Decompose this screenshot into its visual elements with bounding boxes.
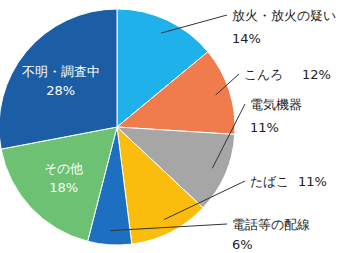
slice-name: たばこ — [250, 174, 289, 189]
slice-name: 電気機器 — [250, 97, 302, 112]
data-label: 11% — [298, 174, 327, 189]
labels: 放火・放火の疑い 14% こんろ 12%電気機器 11% たばこ 11% 電話等の配線 6% その… — [22, 8, 336, 252]
leader-line — [110, 224, 227, 231]
leader-line — [161, 15, 227, 33]
data-label: 18% — [49, 180, 78, 195]
chart: 放火・放火の疑い 14% こんろ 12%電気機器 11% たばこ 11% 電話等の配線 6% その… — [0, 0, 360, 253]
data-label: 12% — [302, 67, 331, 82]
slice-name: 不明・調査中 — [22, 64, 100, 79]
leader-line — [212, 104, 245, 168]
data-label: 28% — [46, 83, 75, 98]
slice-name: 電話等の配線 — [232, 217, 310, 232]
leader-line — [216, 74, 239, 95]
slice-name: 放火・放火の疑い — [232, 8, 336, 23]
data-label: 11% — [250, 120, 279, 135]
slice-name: こんろ — [244, 67, 283, 82]
slice-name: その他 — [44, 161, 83, 176]
data-label: 14% — [232, 31, 261, 46]
data-label: 6% — [232, 237, 253, 252]
slice — [0, 9, 117, 149]
slices — [0, 9, 235, 245]
leader-line — [164, 181, 245, 220]
